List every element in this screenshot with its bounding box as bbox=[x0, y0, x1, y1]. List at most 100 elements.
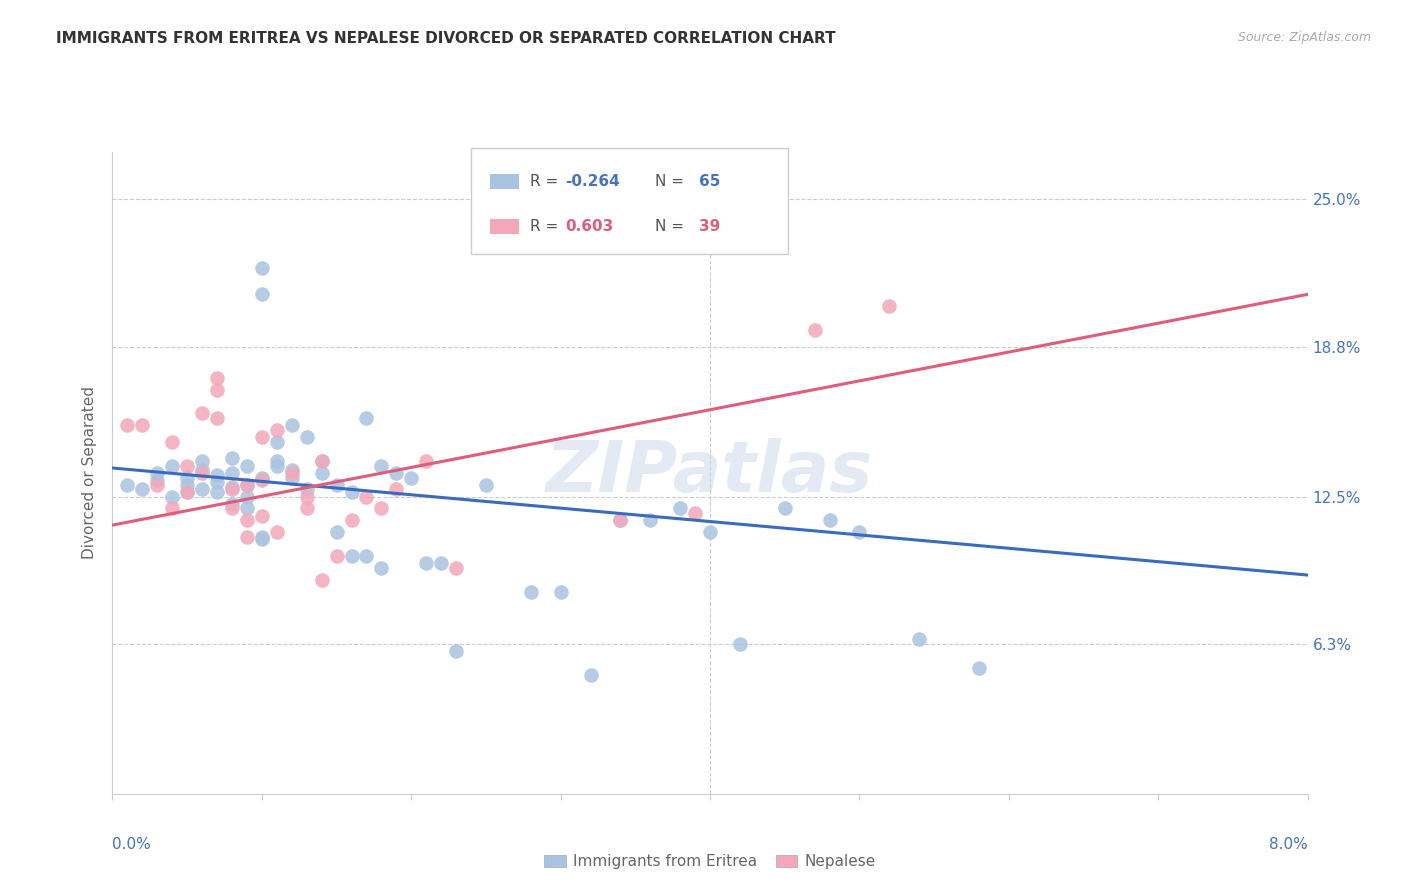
Point bbox=[146, 466, 169, 480]
Point bbox=[176, 477, 198, 491]
Point bbox=[340, 549, 363, 563]
Point bbox=[967, 661, 990, 675]
Point bbox=[162, 501, 183, 516]
Point bbox=[191, 466, 214, 480]
Point bbox=[266, 458, 288, 473]
Text: 0.0%: 0.0% bbox=[112, 837, 152, 852]
Point bbox=[877, 299, 900, 313]
Point bbox=[325, 477, 347, 491]
Point bbox=[415, 454, 437, 468]
Point bbox=[295, 490, 318, 504]
Point bbox=[131, 483, 153, 497]
Point bbox=[250, 287, 273, 301]
Point bbox=[205, 370, 228, 384]
Point bbox=[221, 451, 243, 466]
Point bbox=[818, 513, 841, 527]
Point bbox=[444, 644, 467, 658]
Point bbox=[683, 506, 706, 520]
Point bbox=[281, 463, 304, 477]
FancyBboxPatch shape bbox=[491, 219, 519, 234]
Text: ZIPatlas: ZIPatlas bbox=[547, 438, 873, 508]
Point bbox=[117, 418, 139, 433]
Text: N =: N = bbox=[655, 174, 689, 189]
Point bbox=[340, 484, 363, 499]
Point bbox=[295, 501, 318, 516]
Point bbox=[191, 406, 214, 420]
Point bbox=[176, 484, 198, 499]
Text: 65: 65 bbox=[699, 174, 721, 189]
Point bbox=[236, 458, 259, 473]
Point bbox=[266, 525, 288, 540]
Point bbox=[325, 549, 347, 563]
Text: Source: ZipAtlas.com: Source: ZipAtlas.com bbox=[1237, 31, 1371, 45]
Point bbox=[370, 458, 392, 473]
Point bbox=[401, 470, 423, 484]
Point bbox=[311, 573, 333, 587]
Point bbox=[250, 530, 273, 544]
Point bbox=[236, 477, 259, 491]
Point bbox=[444, 561, 467, 575]
Point bbox=[699, 525, 721, 540]
Point bbox=[250, 470, 273, 484]
Point bbox=[266, 434, 288, 449]
Point bbox=[131, 418, 153, 433]
Text: 8.0%: 8.0% bbox=[1268, 837, 1308, 852]
Point bbox=[325, 525, 347, 540]
Point bbox=[295, 430, 318, 444]
Point bbox=[281, 418, 304, 433]
Point bbox=[430, 556, 453, 570]
Point bbox=[117, 477, 139, 491]
Point bbox=[205, 468, 228, 483]
Point bbox=[236, 477, 259, 491]
Point bbox=[162, 434, 183, 449]
Point bbox=[609, 513, 631, 527]
Point bbox=[356, 411, 378, 425]
Point bbox=[385, 466, 408, 480]
FancyBboxPatch shape bbox=[491, 174, 519, 189]
Point bbox=[848, 525, 870, 540]
Point bbox=[370, 501, 392, 516]
Point bbox=[579, 668, 602, 682]
Point bbox=[250, 533, 273, 547]
Point bbox=[250, 261, 273, 276]
Point bbox=[311, 454, 333, 468]
Point bbox=[520, 584, 543, 599]
Point bbox=[236, 513, 259, 527]
Text: IMMIGRANTS FROM ERITREA VS NEPALESE DIVORCED OR SEPARATED CORRELATION CHART: IMMIGRANTS FROM ERITREA VS NEPALESE DIVO… bbox=[56, 31, 835, 46]
Point bbox=[250, 430, 273, 444]
Point bbox=[205, 411, 228, 425]
Point bbox=[205, 475, 228, 490]
Point bbox=[191, 483, 214, 497]
FancyBboxPatch shape bbox=[471, 148, 787, 254]
Point bbox=[266, 423, 288, 437]
Point bbox=[191, 463, 214, 477]
Point bbox=[773, 501, 796, 516]
Point bbox=[146, 473, 169, 487]
Point bbox=[266, 454, 288, 468]
Point bbox=[221, 501, 243, 516]
Point bbox=[281, 470, 304, 484]
Point bbox=[803, 323, 825, 337]
Point bbox=[370, 561, 392, 575]
Point bbox=[669, 501, 692, 516]
Point bbox=[162, 490, 183, 504]
Point bbox=[250, 473, 273, 487]
Point bbox=[415, 556, 437, 570]
Point bbox=[295, 483, 318, 497]
Text: N =: N = bbox=[655, 219, 689, 234]
Point bbox=[236, 501, 259, 516]
Point bbox=[176, 458, 198, 473]
Point bbox=[250, 508, 273, 523]
Text: R =: R = bbox=[530, 219, 568, 234]
Point bbox=[385, 483, 408, 497]
Point bbox=[356, 549, 378, 563]
Point bbox=[162, 458, 183, 473]
Point bbox=[221, 497, 243, 511]
Point bbox=[638, 513, 661, 527]
Legend: Immigrants from Eritrea, Nepalese: Immigrants from Eritrea, Nepalese bbox=[538, 848, 882, 875]
Point bbox=[340, 513, 363, 527]
Y-axis label: Divorced or Separated: Divorced or Separated bbox=[82, 386, 97, 559]
Point bbox=[609, 513, 631, 527]
Point bbox=[550, 227, 572, 242]
Text: 0.603: 0.603 bbox=[565, 219, 613, 234]
